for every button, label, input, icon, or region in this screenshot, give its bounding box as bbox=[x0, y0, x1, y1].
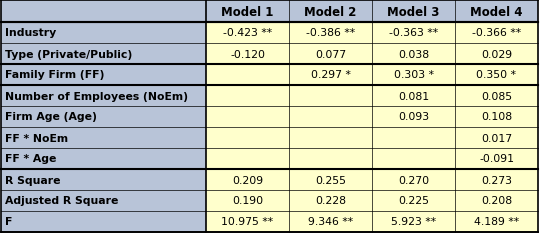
Bar bbox=[206, 44, 289, 65]
Bar bbox=[1, 44, 206, 65]
Bar bbox=[1, 1, 206, 23]
Bar bbox=[1, 86, 206, 106]
Text: Type (Private/Public): Type (Private/Public) bbox=[5, 49, 132, 59]
Bar bbox=[1, 148, 206, 169]
Bar bbox=[455, 106, 538, 128]
Bar bbox=[372, 148, 455, 169]
Text: 10.975 **: 10.975 ** bbox=[221, 217, 274, 226]
Text: 0.208: 0.208 bbox=[481, 196, 512, 206]
Text: 0.303 *: 0.303 * bbox=[394, 70, 434, 80]
Text: 0.270: 0.270 bbox=[398, 175, 429, 185]
Bar bbox=[372, 44, 455, 65]
Bar bbox=[372, 65, 455, 86]
Text: Industry: Industry bbox=[5, 28, 56, 38]
Bar bbox=[206, 190, 289, 211]
Text: 0.273: 0.273 bbox=[481, 175, 512, 185]
Bar bbox=[289, 65, 372, 86]
Bar bbox=[206, 1, 289, 23]
Bar bbox=[206, 23, 289, 44]
Text: 0.077: 0.077 bbox=[315, 49, 346, 59]
Text: Model 3: Model 3 bbox=[387, 6, 440, 18]
Text: -0.120: -0.120 bbox=[230, 49, 265, 59]
Text: 0.081: 0.081 bbox=[398, 91, 429, 101]
Text: 0.297 *: 0.297 * bbox=[310, 70, 350, 80]
Bar bbox=[206, 106, 289, 128]
Text: -0.423 **: -0.423 ** bbox=[223, 28, 272, 38]
Text: 0.108: 0.108 bbox=[481, 112, 512, 122]
Text: F: F bbox=[5, 217, 12, 226]
Text: Model 1: Model 1 bbox=[221, 6, 274, 18]
Text: Family Firm (FF): Family Firm (FF) bbox=[5, 70, 104, 80]
Text: 0.029: 0.029 bbox=[481, 49, 512, 59]
Bar bbox=[372, 106, 455, 128]
Text: 0.085: 0.085 bbox=[481, 91, 512, 101]
Bar bbox=[206, 86, 289, 106]
Text: 4.189 **: 4.189 ** bbox=[474, 217, 519, 226]
Bar bbox=[1, 190, 206, 211]
Text: FF * NoEm: FF * NoEm bbox=[5, 133, 68, 143]
Text: 0.038: 0.038 bbox=[398, 49, 429, 59]
Text: 0.255: 0.255 bbox=[315, 175, 346, 185]
Bar bbox=[455, 148, 538, 169]
Bar bbox=[1, 128, 206, 148]
Bar bbox=[289, 169, 372, 190]
Text: -0.386 **: -0.386 ** bbox=[306, 28, 355, 38]
Text: 0.225: 0.225 bbox=[398, 196, 429, 206]
Bar bbox=[372, 86, 455, 106]
Text: 0.228: 0.228 bbox=[315, 196, 346, 206]
Bar bbox=[289, 86, 372, 106]
Bar bbox=[455, 86, 538, 106]
Bar bbox=[289, 23, 372, 44]
Bar bbox=[455, 169, 538, 190]
Bar bbox=[455, 1, 538, 23]
Text: Number of Employees (NoEm): Number of Employees (NoEm) bbox=[5, 91, 188, 101]
Bar bbox=[1, 169, 206, 190]
Text: Model 4: Model 4 bbox=[470, 6, 523, 18]
Bar bbox=[455, 190, 538, 211]
Text: Model 2: Model 2 bbox=[305, 6, 357, 18]
Bar bbox=[289, 190, 372, 211]
Text: 0.350 *: 0.350 * bbox=[476, 70, 516, 80]
Bar bbox=[1, 211, 206, 232]
Text: 0.017: 0.017 bbox=[481, 133, 512, 143]
Bar bbox=[372, 169, 455, 190]
Bar bbox=[372, 128, 455, 148]
Bar bbox=[206, 211, 289, 232]
Bar bbox=[455, 211, 538, 232]
Bar bbox=[206, 65, 289, 86]
Bar bbox=[1, 23, 206, 44]
Bar bbox=[289, 148, 372, 169]
Bar bbox=[372, 190, 455, 211]
Bar bbox=[206, 148, 289, 169]
Text: -0.366 **: -0.366 ** bbox=[472, 28, 521, 38]
Bar bbox=[1, 65, 206, 86]
Text: R Square: R Square bbox=[5, 175, 60, 185]
Bar bbox=[289, 44, 372, 65]
Bar bbox=[372, 211, 455, 232]
Text: 0.093: 0.093 bbox=[398, 112, 429, 122]
Bar bbox=[372, 1, 455, 23]
Bar bbox=[289, 106, 372, 128]
Text: 5.923 **: 5.923 ** bbox=[391, 217, 436, 226]
Bar bbox=[455, 44, 538, 65]
Bar bbox=[289, 211, 372, 232]
Bar bbox=[289, 1, 372, 23]
Bar bbox=[206, 169, 289, 190]
Bar bbox=[455, 128, 538, 148]
Text: 0.190: 0.190 bbox=[232, 196, 263, 206]
Bar bbox=[455, 65, 538, 86]
Text: -0.363 **: -0.363 ** bbox=[389, 28, 438, 38]
Text: 0.209: 0.209 bbox=[232, 175, 263, 185]
Bar bbox=[206, 128, 289, 148]
Text: FF * Age: FF * Age bbox=[5, 154, 56, 164]
Bar bbox=[1, 106, 206, 128]
Bar bbox=[372, 23, 455, 44]
Text: Firm Age (Age): Firm Age (Age) bbox=[5, 112, 97, 122]
Bar bbox=[455, 23, 538, 44]
Text: -0.091: -0.091 bbox=[479, 154, 514, 164]
Text: 9.346 **: 9.346 ** bbox=[308, 217, 353, 226]
Text: Adjusted R Square: Adjusted R Square bbox=[5, 196, 118, 206]
Bar bbox=[289, 128, 372, 148]
